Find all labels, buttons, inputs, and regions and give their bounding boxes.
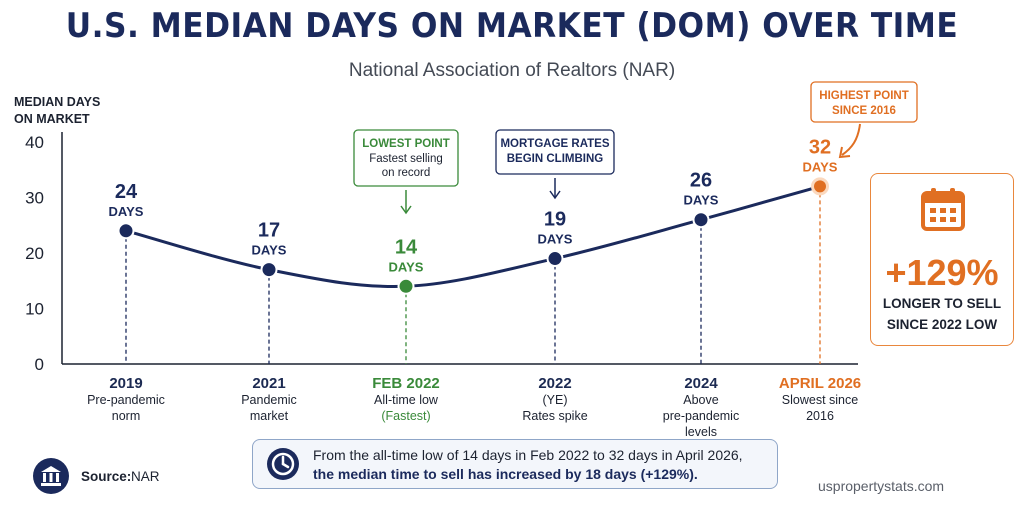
data-label-unit: DAYS <box>389 259 424 274</box>
y-axis-label-line1: MEDIAN DAYS <box>14 95 101 109</box>
x-desc-label: Slowest since <box>782 393 858 407</box>
data-point <box>692 211 710 229</box>
data-label: 14 <box>395 236 418 258</box>
increase-caption-line2: SINCE 2022 LOW <box>886 317 998 332</box>
x-tick-label: APRIL 2026 <box>779 375 861 392</box>
annotation-2022-arrowhead <box>549 190 561 200</box>
summary-line2: the median time to sell has increased by… <box>313 466 698 482</box>
increase-percent: +129% <box>885 252 999 293</box>
annotation-feb-2022-arrowhead <box>400 205 412 215</box>
data-label-unit: DAYS <box>252 243 287 258</box>
annotation-april-2026-line: SINCE 2016 <box>832 105 896 117</box>
x-desc-label: All-time low <box>374 393 439 407</box>
increase-callout: +129% LONGER TO SELL SINCE 2022 LOW <box>870 173 1014 346</box>
summary-line1: From the all-time low of 14 days in Feb … <box>313 447 743 463</box>
source-label: Source: <box>81 469 132 484</box>
series-line <box>125 184 821 289</box>
x-tick-label: 2024 <box>684 375 718 392</box>
x-desc-label: levels <box>685 425 717 439</box>
highest-point-arrowhead <box>838 146 851 159</box>
annotation-feb-2022-line: on record <box>382 167 431 179</box>
annotation-2022-line: BEGIN CLIMBING <box>507 153 604 165</box>
x-desc-label: Pre-pandemic <box>87 393 165 407</box>
x-desc-label: Rates spike <box>522 409 587 423</box>
x-desc-label: 2016 <box>806 409 834 423</box>
x-desc-label: (YE) <box>543 393 568 407</box>
increase-caption-line1: LONGER TO SELL <box>882 296 1002 311</box>
y-tick-label: 0 <box>35 355 44 374</box>
clock-icon <box>267 448 299 480</box>
data-label-unit: DAYS <box>538 232 573 247</box>
x-tick-label: 2021 <box>252 375 285 392</box>
x-tick-label: FEB 2022 <box>372 375 440 392</box>
x-desc-label: Above <box>683 393 718 407</box>
y-axis-label-line2: ON MARKET <box>14 112 90 126</box>
bank-icon <box>33 458 69 494</box>
page-title: U.S. MEDIAN DAYS ON MARKET (DOM) OVER TI… <box>65 6 959 46</box>
data-label: 32 <box>809 136 831 158</box>
annotation-2022-title: MORTGAGE RATES <box>500 138 609 150</box>
data-label: 26 <box>690 170 712 192</box>
data-point <box>117 222 135 240</box>
y-tick-label: 10 <box>25 300 44 319</box>
annotation-2022-box <box>495 129 615 175</box>
y-axis-label: MEDIAN DAYS ON MARKET <box>14 94 124 128</box>
annotation-feb-2022-box <box>353 129 459 187</box>
data-label-unit: DAYS <box>109 204 144 219</box>
x-desc-label: market <box>250 409 289 423</box>
y-tick-label: 30 <box>25 189 44 208</box>
increase-caption: LONGER TO SELL SINCE 2022 LOW <box>871 293 1013 335</box>
data-label: 17 <box>258 220 280 242</box>
summary-box: From the all-time low of 14 days in Feb … <box>252 439 778 489</box>
source-value: NAR <box>131 469 160 484</box>
x-desc-label: pre-pandemic <box>663 409 739 423</box>
data-label-unit: DAYS <box>684 193 719 208</box>
data-point <box>546 250 564 268</box>
calendar-icon <box>921 188 965 231</box>
x-desc-label: (Fastest) <box>381 409 430 423</box>
annotation-april-2026-box <box>810 81 918 123</box>
data-point <box>260 261 278 279</box>
data-label: 19 <box>544 209 566 231</box>
website-url: uspropertystats.com <box>818 478 945 494</box>
annotation-feb-2022-title: LOWEST POINT <box>362 138 450 150</box>
data-point <box>811 177 829 196</box>
data-label: 24 <box>115 181 138 203</box>
x-tick-label: 2019 <box>109 375 142 392</box>
y-tick-label: 40 <box>25 133 44 152</box>
x-desc-label: Pandemic <box>241 393 297 407</box>
data-point <box>397 277 415 295</box>
x-tick-label: 2022 <box>538 375 571 392</box>
highest-point-arrow <box>841 123 861 156</box>
y-tick-label: 20 <box>25 244 44 263</box>
annotation-april-2026-title: HIGHEST POINT <box>819 90 908 102</box>
summary-text: From the all-time low of 14 days in Feb … <box>313 446 773 484</box>
annotation-feb-2022-line: Fastest selling <box>369 153 443 165</box>
page-subtitle: National Association of Realtors (NAR) <box>348 60 676 81</box>
data-label-unit: DAYS <box>803 159 838 174</box>
x-desc-label: norm <box>112 409 140 423</box>
